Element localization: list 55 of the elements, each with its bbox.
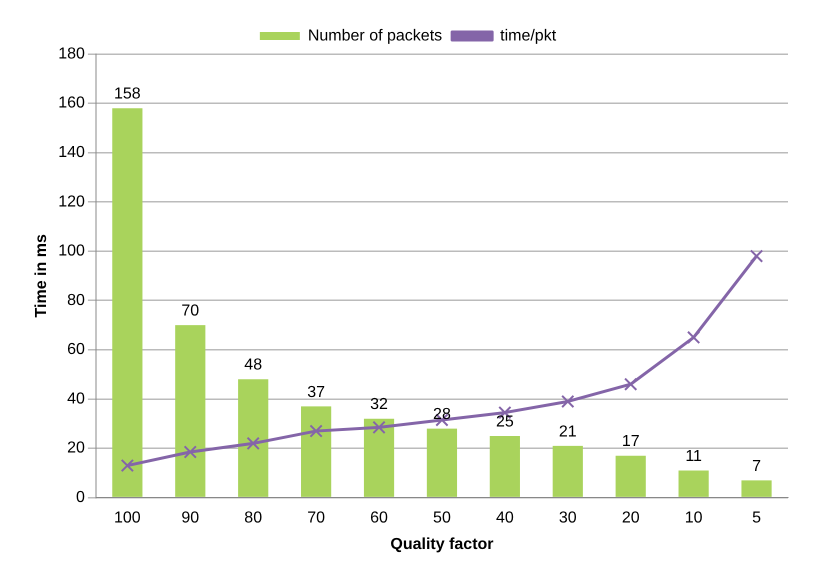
bar (678, 470, 709, 497)
data-label: 32 (370, 396, 388, 414)
y-tick-label: 100 (58, 242, 85, 260)
x-tick-label: 70 (307, 510, 326, 527)
bar (238, 379, 268, 497)
y-tick-label: 0 (76, 489, 85, 506)
point (372, 420, 386, 434)
data-label: 17 (622, 433, 640, 450)
data-label: 21 (558, 423, 577, 440)
bar (426, 428, 458, 497)
data-label: 37 (307, 384, 326, 401)
x-tick-label: 10 (684, 510, 703, 527)
bar (552, 446, 583, 497)
data-label: 11 (685, 448, 702, 465)
point (624, 378, 638, 391)
x-tick-label: 30 (558, 510, 577, 527)
y-tick-label: 160 (58, 94, 85, 112)
x-tick-label: 60 (370, 510, 388, 527)
bar (112, 108, 142, 497)
bar (301, 406, 332, 497)
bar (490, 436, 520, 497)
point (309, 424, 323, 438)
bar (364, 418, 394, 497)
data-label: 70 (181, 302, 200, 320)
point (120, 458, 134, 472)
y-tick-label: 20 (67, 440, 85, 457)
data-label: 25 (496, 413, 514, 430)
x-tick-label: 80 (244, 510, 262, 527)
x-tick-label: 50 (433, 510, 451, 527)
data-label: 48 (244, 356, 262, 374)
y-tick-label: 80 (67, 292, 85, 309)
y-axis-title: Time in ms (33, 234, 50, 318)
bar (741, 480, 772, 497)
point (184, 445, 197, 459)
point (750, 249, 764, 263)
data-label: 158 (114, 86, 141, 103)
data-label: 7 (752, 458, 762, 475)
x-axis-title: Quality factor (390, 536, 494, 553)
x-tick-label: 100 (114, 510, 141, 527)
x-tick-label: 20 (622, 510, 640, 527)
point (246, 436, 260, 450)
y-tick-label: 120 (58, 193, 85, 210)
bar (175, 325, 206, 497)
y-tick-label: 180 (58, 45, 85, 62)
legend-label: Number of packets (308, 27, 442, 44)
point (561, 394, 574, 408)
x-tick-label: 90 (181, 510, 200, 527)
x-tick-label: 40 (496, 510, 514, 527)
bar (616, 456, 646, 497)
y-tick-label: 60 (67, 341, 85, 358)
x-tick-label: 5 (752, 510, 762, 527)
y-tick-label: 140 (58, 144, 85, 161)
y-tick-label: 40 (67, 390, 85, 408)
point (686, 330, 700, 344)
legend-label: time/pkt (500, 27, 557, 44)
